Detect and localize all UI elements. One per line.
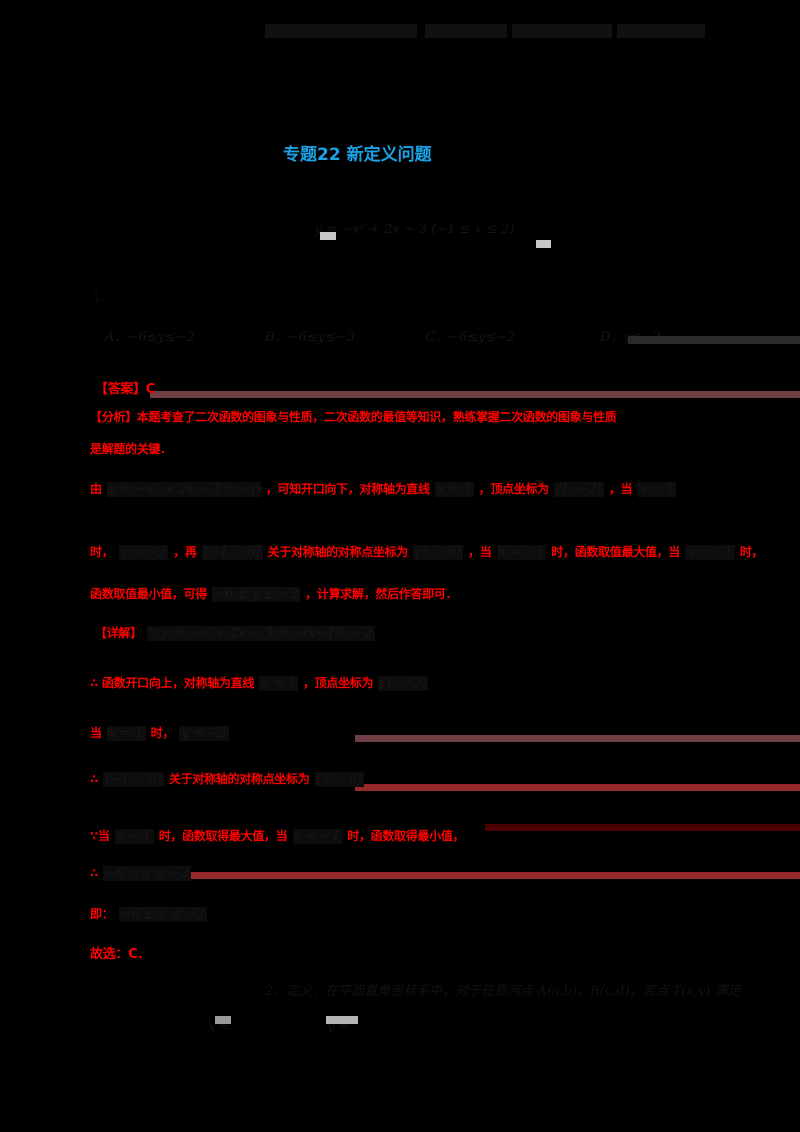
formula: y = −2 [179,726,229,741]
formula: x = 1 [259,676,298,691]
rule-line [485,824,800,831]
option-a[interactable]: A．−6≤y≤−2 [105,330,195,345]
rule-line [150,391,800,398]
header-segment-3 [512,24,612,38]
text: ∴ 函数开口向上，对称轴为直线 [90,676,255,690]
formula: ∵ y = −x² + 2x − 3 = −(x−1)² − 2 [146,626,375,641]
formula: (3, −6) [413,545,463,560]
text: 关于对称轴的对称点坐标为 [267,545,409,559]
answer-label: 【答案】C [95,382,156,397]
step-6: 即： −6 ≤ y ≤ −2 [90,903,207,922]
formula: (1, −2) [553,482,604,497]
rule-line [185,872,800,879]
formula: (1, −2) [378,676,429,691]
header-segment-1 [265,24,417,38]
solution-line-1: 由 y = −x² + 2x − 3 = −(x−1)² − 2 ，可知开口向下… [90,478,677,497]
text: 时，函数取值最大值，当 [551,545,680,559]
question-number: 1. [92,290,105,305]
formula: y = −2 [118,545,169,560]
analysis-text-cont: 是解题的关键． [90,442,172,456]
formula: x = 1 [106,726,146,741]
formula: x = 1 [114,829,154,844]
step-2: 当 x = 1 时， y = −2 [90,722,229,741]
header-segment-2 [425,24,507,38]
text: 当 [90,726,102,740]
text: ，当 [468,545,492,559]
step-5: ∴ −6 ≤ y ≤ −2 [90,862,192,881]
text: 时， [150,726,175,740]
text: 时， [90,545,114,559]
option-b[interactable]: B．−6≤y≤−3 [265,330,356,345]
text: ，再 [173,545,197,559]
final-answer: 故选：C． [90,947,151,962]
text: ，可知开口向下，对称轴为直线 [265,482,430,496]
text: 时，函数取得最大值，当 [158,829,288,843]
text: ，顶点坐标为 [478,482,550,496]
formula-highlight [326,1016,358,1024]
text: 关于对称轴的对称点坐标为 [169,772,310,786]
formula: −6 ≤ y ≤ −2 [103,866,192,881]
formula: x = −1 [496,545,547,560]
page-title: 专题22 新定义问题 [283,145,432,165]
text: 由 [90,482,102,496]
formula: (−1, −6) [103,772,164,787]
detail-line: 【详解】 ∵ y = −x² + 2x − 3 = −(x−1)² − 2 [95,622,375,641]
text: ∵当 [90,829,110,843]
header-segment-4 [617,24,705,38]
text: ，计算求解，然后作答即可． [305,587,458,601]
text: ，当 [608,482,633,496]
formula-highlight [536,240,551,248]
formula: −6 ≤ y ≤ −2 [118,907,207,922]
analysis-text: 【分析】本题考查了二次函数的图象与性质，二次函数的最值等知识，熟练掌握二次函数的… [90,410,617,424]
formula: x = 1 [434,482,474,497]
text: 即： [90,907,114,921]
formula: (3, −6) [314,772,365,787]
solution-line-3: 函数取值最小值，可得 −6 ≤ y ≤ −2 ，计算求解，然后作答即可． [90,583,458,602]
formula: x = −1 [292,829,343,844]
step-1: ∴ 函数开口向上，对称轴为直线 x = 1 ，顶点坐标为 (1, −2) [90,672,429,691]
option-underline [628,336,800,344]
rule-line [355,784,800,791]
text: ，顶点坐标为 [302,676,374,690]
text: 时， [739,545,764,559]
formula: (−1, −6) [201,545,263,560]
option-c[interactable]: C．−6≤y≤−2 [425,330,516,345]
rule-line [355,735,800,742]
step-3: ∴ (−1, −6) 关于对称轴的对称点坐标为 (3, −6) [90,768,365,787]
formula: y = −x² + 2x − 3 = −(x−1)² − 2 [106,482,321,497]
step-4: ∵当 x = 1 时，函数取得最大值，当 x = −1 时，函数取得最小值， [90,825,465,844]
formula-highlight [320,232,336,240]
detail-label: 【详解】 [95,626,142,640]
formula-highlight [215,1016,231,1024]
text: ∴ [90,866,99,880]
text: 函数取值最小值，可得 [90,587,208,601]
text: 时，函数取得最小值， [347,829,465,843]
formula: x = 1 [637,482,677,497]
next-question-line-1: 2．定义：在平面直角坐标系中，对于任意两点 A(a,b)，B(c,d)，若点 T… [265,984,741,999]
formula: −6 ≤ y ≤ −2 [212,587,301,602]
text: ∴ [90,772,99,786]
formula: x = −1 [685,545,735,560]
solution-line-2: 时， y = −2 ，再 (−1, −6) 关于对称轴的对称点坐标为 (3, −… [90,541,764,560]
question-stem-formula: y = −x² + 2x − 3 (−1 ≤ x ≤ 2) [315,222,515,237]
